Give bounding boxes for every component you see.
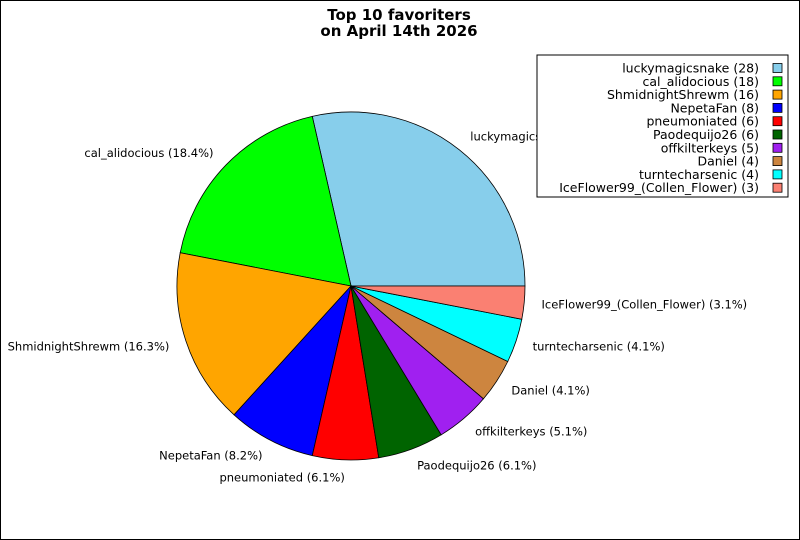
legend-label-offkilterkeys: offkilterkeys (5) <box>661 140 759 155</box>
legend-label-paodequijo26: Paodequijo26 (6) <box>653 127 759 142</box>
legend-swatch-nepetafan <box>772 103 783 113</box>
legend-swatch-pneumoniated <box>772 116 783 127</box>
slice-label-shmidnightshrewm: ShmidnightShrewm (16.3%) <box>8 339 170 353</box>
legend-label-cal-alidocious: cal_alidocious (18) <box>642 74 759 89</box>
slice-label-cal-alidocious: cal_alidocious (18.4%) <box>84 146 213 160</box>
chart-title-line-1: Top 10 favoriters <box>327 6 471 24</box>
legend-label-pneumoniated: pneumoniated (6) <box>646 114 759 129</box>
slice-label-turntecharsenic: turntecharsenic (4.1%) <box>533 339 665 353</box>
legend-swatch-offkilterkeys <box>772 142 783 153</box>
legend-swatch-cal-alidocious <box>772 76 783 87</box>
legend-label-shmidnightshrewm: ShmidnightShrewm (16) <box>607 87 759 102</box>
legend-swatch-shmidnightshrewm <box>772 89 783 100</box>
chart-title-line-2: on April 14th 2026 <box>320 22 477 40</box>
pie-slice-luckymagicsnake <box>311 111 526 287</box>
slice-label-daniel: Daniel (4.1%) <box>511 383 590 397</box>
pie-slices <box>176 111 526 461</box>
slice-label-iceflower99-collen-flower: IceFlower99_(Collen_Flower) (3.1%) <box>542 297 748 311</box>
legend-swatch-paodequijo26 <box>772 129 783 140</box>
legend-label-turntecharsenic: turntecharsenic (4) <box>639 167 759 182</box>
slice-label-nepetafan: NepetaFan (8.2%) <box>159 449 262 463</box>
legend-label-nepetafan: NepetaFan (8) <box>670 100 759 115</box>
pie-slice-shmidnightshrewm <box>176 252 352 416</box>
pie-slice-cal-alidocious <box>179 115 352 287</box>
slice-label-pneumoniated: pneumoniated (6.1%) <box>219 470 344 484</box>
legend: luckymagicsnake (28)cal_alidocious (18)S… <box>536 54 789 198</box>
legend-swatch-luckymagicsnake <box>772 63 783 73</box>
legend-box <box>536 54 789 198</box>
legend-label-luckymagicsnake: luckymagicsnake (28) <box>622 61 759 76</box>
pie-slice-iceflower99-collen-flower <box>350 285 526 320</box>
legend-label-daniel: Daniel (4) <box>697 154 759 169</box>
slice-label-offkilterkeys: offkilterkeys (5.1%) <box>475 425 587 439</box>
legend-swatch-daniel <box>772 156 783 167</box>
slice-label-paodequijo26: Paodequijo26 (6.1%) <box>417 459 536 473</box>
legend-swatch-turntecharsenic <box>772 169 783 180</box>
legend-swatch-iceflower99-collen-flower <box>772 182 783 193</box>
legend-label-iceflower99-collen-flower: IceFlower99_(Collen_Flower) (3) <box>559 180 759 195</box>
